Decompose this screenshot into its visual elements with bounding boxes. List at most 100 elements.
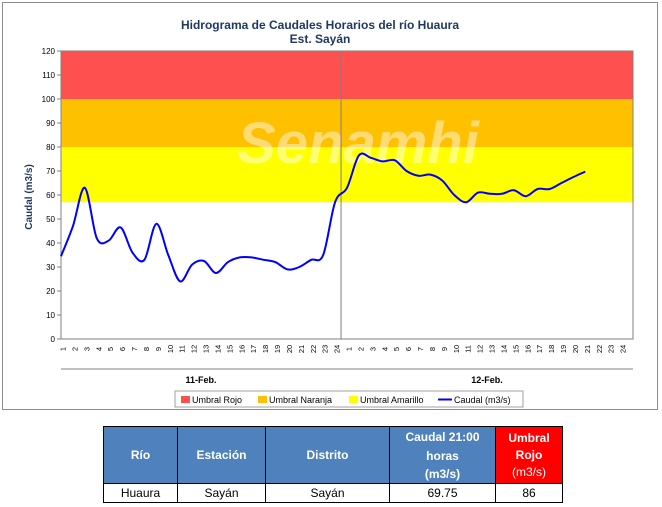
header-rio: Río <box>103 426 178 484</box>
x-tick-label: 2 <box>356 347 365 351</box>
x-tick-label: 6 <box>118 347 127 351</box>
x-tick-label: 15 <box>511 345 520 353</box>
x-tick-label: 22 <box>595 345 604 353</box>
legend-label: Umbral Rojo <box>192 395 242 405</box>
threshold-band-1 <box>61 51 633 99</box>
x-tick-label: 9 <box>154 347 163 351</box>
legend-label: Umbral Amarillo <box>360 395 424 405</box>
chart-subtitle: Est. Sayán <box>290 32 351 46</box>
x-tick-label: 21 <box>583 345 592 353</box>
watermark: Senamhi <box>237 111 481 176</box>
x-tick-label: 8 <box>428 347 437 351</box>
header-umbral-rojo: Umbral Rojo (m3/s) <box>495 426 563 484</box>
x-tick-label: 20 <box>571 345 580 353</box>
y-axis-label: Caudal (m3/s) <box>24 164 35 230</box>
x-tick-label: 1 <box>345 347 354 351</box>
x-tick-label: 23 <box>607 345 616 353</box>
header-caudal: Caudal 21:00 horas (m3/s) <box>389 426 496 484</box>
x-tick-label: 18 <box>261 345 270 353</box>
x-tick-label: 5 <box>106 347 115 351</box>
y-tick-label: 50 <box>46 215 55 224</box>
x-tick-label: 14 <box>499 345 508 353</box>
x-tick-label: 19 <box>273 345 282 353</box>
day-label: 12-Feb. <box>471 375 503 385</box>
y-tick-label: 0 <box>51 335 56 344</box>
y-tick-label: 70 <box>46 167 55 176</box>
legend-label: Umbral Naranja <box>269 395 332 405</box>
x-tick-label: 24 <box>333 345 342 353</box>
x-tick-label: 17 <box>249 345 258 353</box>
series-layer <box>60 152 586 283</box>
legend: Umbral Rojo Umbral Naranja Umbral Amarillo… <box>174 390 524 408</box>
y-tick-label: 30 <box>46 263 55 272</box>
x-tick-label: 7 <box>416 347 425 351</box>
header-distrito: Distrito <box>265 426 390 484</box>
x-tick-label: 24 <box>619 345 628 353</box>
x-tick-label: 18 <box>547 345 556 353</box>
x-tick-label: 6 <box>404 347 413 351</box>
legend-swatch <box>181 396 190 403</box>
x-tick-label: 12 <box>476 345 485 353</box>
x-tick-label: 12 <box>190 345 199 353</box>
x-tick-label: 3 <box>368 347 377 351</box>
chart-title: Hidrograma de Caudales Horarios del río … <box>181 18 459 32</box>
cell-caudal: 69.75 <box>389 483 496 503</box>
x-tick-label: 10 <box>166 345 175 353</box>
x-tick-label: 15 <box>225 345 234 353</box>
x-tick-label: 1 <box>59 347 68 351</box>
cell-estacion: Sayán <box>177 483 266 503</box>
table-header-row: Río Estación Distrito Caudal 21:00 horas… <box>103 426 563 484</box>
header-caudal-unit: (m3/s) <box>424 466 461 481</box>
x-tick-label: 16 <box>237 345 246 353</box>
chart-frame: Hidrograma de Caudales Horarios del río … <box>2 2 658 410</box>
header-umbral-label: Umbral Rojo <box>508 430 550 462</box>
x-tick-label: 13 <box>488 345 497 353</box>
y-tick-label: 110 <box>42 71 55 80</box>
x-tick-label: 3 <box>82 347 91 351</box>
header-caudal-label: Caudal 21:00 horas <box>405 429 480 463</box>
x-tick-label: 23 <box>321 345 330 353</box>
series-line-caudal <box>60 152 586 283</box>
y-tick-label: 40 <box>46 239 55 248</box>
table-row: Huaura Sayán Sayán 69.75 86 <box>103 483 563 503</box>
x-tick-label: 8 <box>142 347 151 351</box>
header-estacion: Estación <box>177 426 266 484</box>
x-tick-label: 21 <box>297 345 306 353</box>
cell-distrito: Sayán <box>265 483 390 503</box>
x-tick-label: 16 <box>523 345 532 353</box>
x-tick-label: 14 <box>213 345 222 353</box>
y-tick-label: 80 <box>46 143 55 152</box>
y-tick-label: 120 <box>42 47 56 56</box>
y-tick-label: 20 <box>46 287 55 296</box>
x-tick-label: 11 <box>178 345 187 353</box>
header-umbral-unit: (m3/s) <box>512 464 546 479</box>
day-label: 11-Feb. <box>186 375 217 385</box>
x-tick-label: 13 <box>202 345 211 353</box>
x-tick-label: 2 <box>70 347 79 351</box>
x-tick-label: 17 <box>535 345 544 353</box>
y-tick-label: 100 <box>42 95 56 104</box>
x-tick-label: 19 <box>559 345 568 353</box>
x-tick-label: 11 <box>464 345 473 353</box>
x-tick-label: 4 <box>94 347 103 351</box>
legend-swatch <box>349 396 358 403</box>
threshold-bands <box>61 51 633 203</box>
threshold-band-2 <box>61 99 633 147</box>
x-tick-label: 4 <box>380 347 389 351</box>
x-tick-label: 7 <box>130 347 139 351</box>
x-tick-label: 9 <box>440 347 449 351</box>
x-tick-label: 22 <box>309 345 318 353</box>
watermark-text: Senamhi <box>237 111 481 176</box>
x-tick-label: 10 <box>452 345 461 353</box>
threshold-band-3 <box>61 147 633 203</box>
legend-swatch <box>258 396 267 403</box>
y-tick-label: 60 <box>46 191 55 200</box>
legend-label: Caudal (m3/s) <box>454 395 511 405</box>
cell-umbral-rojo: 86 <box>495 483 563 503</box>
hydrograph-chart: Hidrograma de Caudales Horarios del río … <box>24 18 634 408</box>
cell-rio: Huaura <box>103 483 178 503</box>
data-table: Río Estación Distrito Caudal 21:00 horas… <box>103 426 563 503</box>
x-tick-label: 5 <box>392 347 401 351</box>
x-tick-label: 20 <box>285 345 294 353</box>
